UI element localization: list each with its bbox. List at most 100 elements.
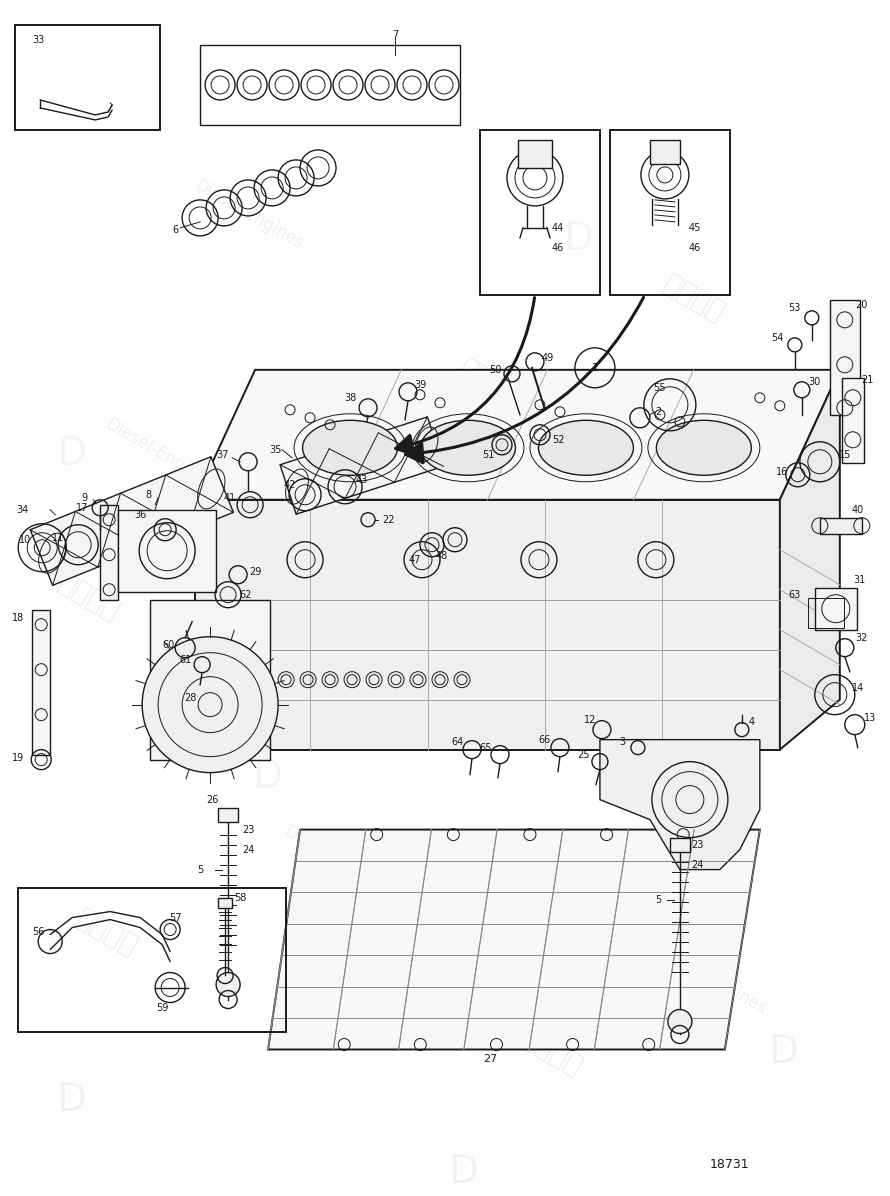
Text: 紫发动力: 紫发动力 — [454, 354, 525, 411]
Ellipse shape — [657, 420, 751, 475]
Text: 53: 53 — [789, 303, 801, 313]
Text: 25: 25 — [578, 750, 590, 759]
Text: 58: 58 — [234, 892, 247, 903]
Ellipse shape — [538, 420, 634, 475]
FancyArrowPatch shape — [406, 298, 643, 463]
Text: 紫发动力: 紫发动力 — [659, 270, 730, 328]
Text: 61: 61 — [179, 654, 191, 665]
Bar — [32, 610, 50, 755]
Text: 1: 1 — [592, 362, 598, 373]
Text: 51: 51 — [481, 450, 494, 459]
Text: 39: 39 — [414, 380, 426, 390]
Bar — [808, 598, 844, 628]
Bar — [815, 587, 857, 629]
Text: 29: 29 — [249, 567, 262, 576]
Bar — [200, 45, 460, 124]
Text: 54: 54 — [772, 332, 784, 343]
Bar — [218, 897, 232, 908]
Text: 5: 5 — [197, 865, 203, 874]
Text: D: D — [448, 1153, 478, 1190]
Text: 55: 55 — [653, 383, 666, 392]
Text: Diesel-Engines: Diesel-Engines — [494, 560, 610, 636]
Ellipse shape — [303, 420, 398, 475]
Text: 34: 34 — [16, 505, 28, 514]
Text: Diesel-Engines: Diesel-Engines — [654, 941, 770, 1019]
Bar — [518, 140, 552, 167]
Text: 37: 37 — [216, 450, 229, 459]
Text: 28: 28 — [184, 692, 197, 703]
Polygon shape — [150, 599, 270, 759]
Text: 23: 23 — [692, 840, 704, 849]
FancyArrowPatch shape — [396, 298, 535, 454]
Text: 19: 19 — [12, 752, 24, 763]
Text: Diesel-Engines: Diesel-Engines — [102, 416, 218, 493]
Text: 50: 50 — [489, 365, 501, 374]
Text: 紫发动力: 紫发动力 — [53, 569, 125, 627]
Text: D: D — [56, 435, 86, 474]
Polygon shape — [780, 370, 840, 750]
Text: 44: 44 — [552, 222, 564, 233]
Text: 14: 14 — [852, 683, 864, 692]
Bar — [650, 140, 680, 164]
Text: 56: 56 — [32, 927, 44, 936]
Text: 66: 66 — [538, 734, 551, 745]
Text: Diesel-Engines: Diesel-Engines — [280, 822, 396, 899]
Text: 46: 46 — [689, 243, 701, 252]
Circle shape — [216, 972, 240, 996]
Text: D: D — [652, 698, 683, 737]
Text: 9: 9 — [81, 493, 87, 502]
Text: 20: 20 — [855, 300, 868, 310]
Bar — [218, 807, 239, 822]
Text: 24: 24 — [242, 844, 255, 855]
Bar — [829, 300, 860, 415]
Circle shape — [142, 636, 278, 773]
Text: 30: 30 — [809, 377, 821, 386]
Text: 21: 21 — [862, 374, 874, 385]
Text: D: D — [56, 1081, 86, 1118]
Text: 紫发动力: 紫发动力 — [276, 629, 347, 687]
Text: 18731: 18731 — [710, 1158, 749, 1171]
Text: 17: 17 — [76, 502, 88, 513]
Text: D: D — [768, 1033, 798, 1070]
Text: 8: 8 — [145, 489, 151, 500]
Text: 6: 6 — [172, 225, 178, 234]
Text: D: D — [563, 220, 594, 258]
Circle shape — [668, 1009, 692, 1033]
Text: 22: 22 — [382, 514, 394, 525]
Text: 33: 33 — [32, 35, 44, 45]
Bar — [820, 518, 862, 533]
Bar — [670, 837, 690, 852]
Text: 3: 3 — [619, 737, 625, 746]
Text: 65: 65 — [480, 743, 492, 752]
Text: 4: 4 — [748, 716, 755, 727]
Text: 43: 43 — [356, 475, 368, 484]
Polygon shape — [268, 830, 760, 1049]
Bar — [18, 887, 286, 1032]
Text: D: D — [252, 758, 282, 797]
Text: 60: 60 — [162, 640, 174, 649]
Text: 38: 38 — [344, 392, 356, 403]
Text: 47: 47 — [409, 555, 421, 565]
Text: 16: 16 — [776, 466, 788, 477]
Text: 26: 26 — [206, 794, 218, 805]
Polygon shape — [195, 500, 780, 750]
Text: 64: 64 — [452, 737, 464, 746]
Text: 紫发动力: 紫发动力 — [71, 904, 142, 962]
Text: 27: 27 — [483, 1055, 498, 1064]
Text: 31: 31 — [854, 575, 866, 585]
Bar — [842, 378, 864, 463]
Text: 35: 35 — [269, 445, 281, 454]
Polygon shape — [195, 370, 840, 500]
Text: 45: 45 — [689, 222, 701, 233]
Text: 36: 36 — [134, 509, 146, 520]
Polygon shape — [600, 739, 760, 869]
Text: 2: 2 — [655, 407, 661, 416]
Bar — [480, 130, 600, 295]
Text: 23: 23 — [242, 824, 255, 835]
Text: 46: 46 — [552, 243, 564, 252]
Text: 42: 42 — [284, 480, 296, 490]
Text: 18: 18 — [12, 612, 24, 623]
Polygon shape — [280, 417, 443, 514]
Text: 24: 24 — [692, 860, 704, 869]
Text: 11: 11 — [52, 532, 64, 543]
